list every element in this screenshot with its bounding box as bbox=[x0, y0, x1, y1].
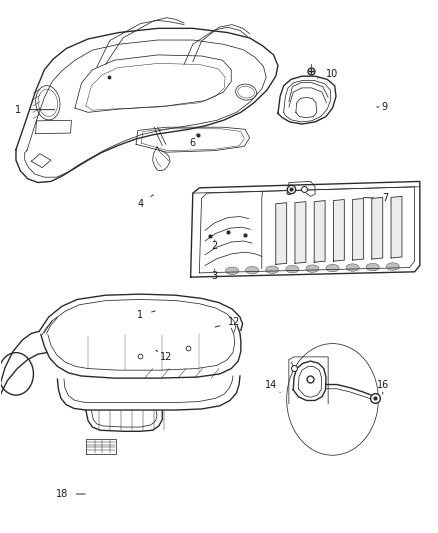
Polygon shape bbox=[353, 198, 364, 260]
Ellipse shape bbox=[266, 266, 279, 273]
Polygon shape bbox=[372, 197, 383, 259]
Polygon shape bbox=[333, 199, 344, 261]
Text: 14: 14 bbox=[265, 379, 280, 392]
Polygon shape bbox=[295, 201, 306, 263]
Ellipse shape bbox=[286, 265, 299, 273]
Text: 8: 8 bbox=[286, 185, 292, 197]
Ellipse shape bbox=[306, 265, 319, 272]
Text: 2: 2 bbox=[212, 240, 218, 251]
Text: 10: 10 bbox=[318, 69, 339, 79]
Text: 18: 18 bbox=[56, 489, 85, 499]
Polygon shape bbox=[276, 203, 287, 264]
Ellipse shape bbox=[346, 264, 359, 271]
Text: 6: 6 bbox=[190, 135, 196, 148]
Ellipse shape bbox=[226, 267, 239, 274]
Ellipse shape bbox=[386, 263, 399, 270]
Ellipse shape bbox=[366, 263, 379, 271]
Ellipse shape bbox=[246, 266, 259, 274]
Text: 12: 12 bbox=[156, 350, 173, 362]
Text: 16: 16 bbox=[377, 379, 389, 394]
Ellipse shape bbox=[326, 264, 339, 272]
Polygon shape bbox=[391, 196, 402, 258]
Text: 1: 1 bbox=[138, 310, 155, 320]
Text: 1: 1 bbox=[15, 104, 55, 115]
Polygon shape bbox=[314, 200, 325, 262]
Text: 4: 4 bbox=[138, 195, 153, 209]
Text: 7: 7 bbox=[364, 193, 388, 204]
Text: 9: 9 bbox=[377, 102, 388, 112]
Text: 12: 12 bbox=[215, 317, 240, 327]
Text: 3: 3 bbox=[212, 269, 218, 280]
